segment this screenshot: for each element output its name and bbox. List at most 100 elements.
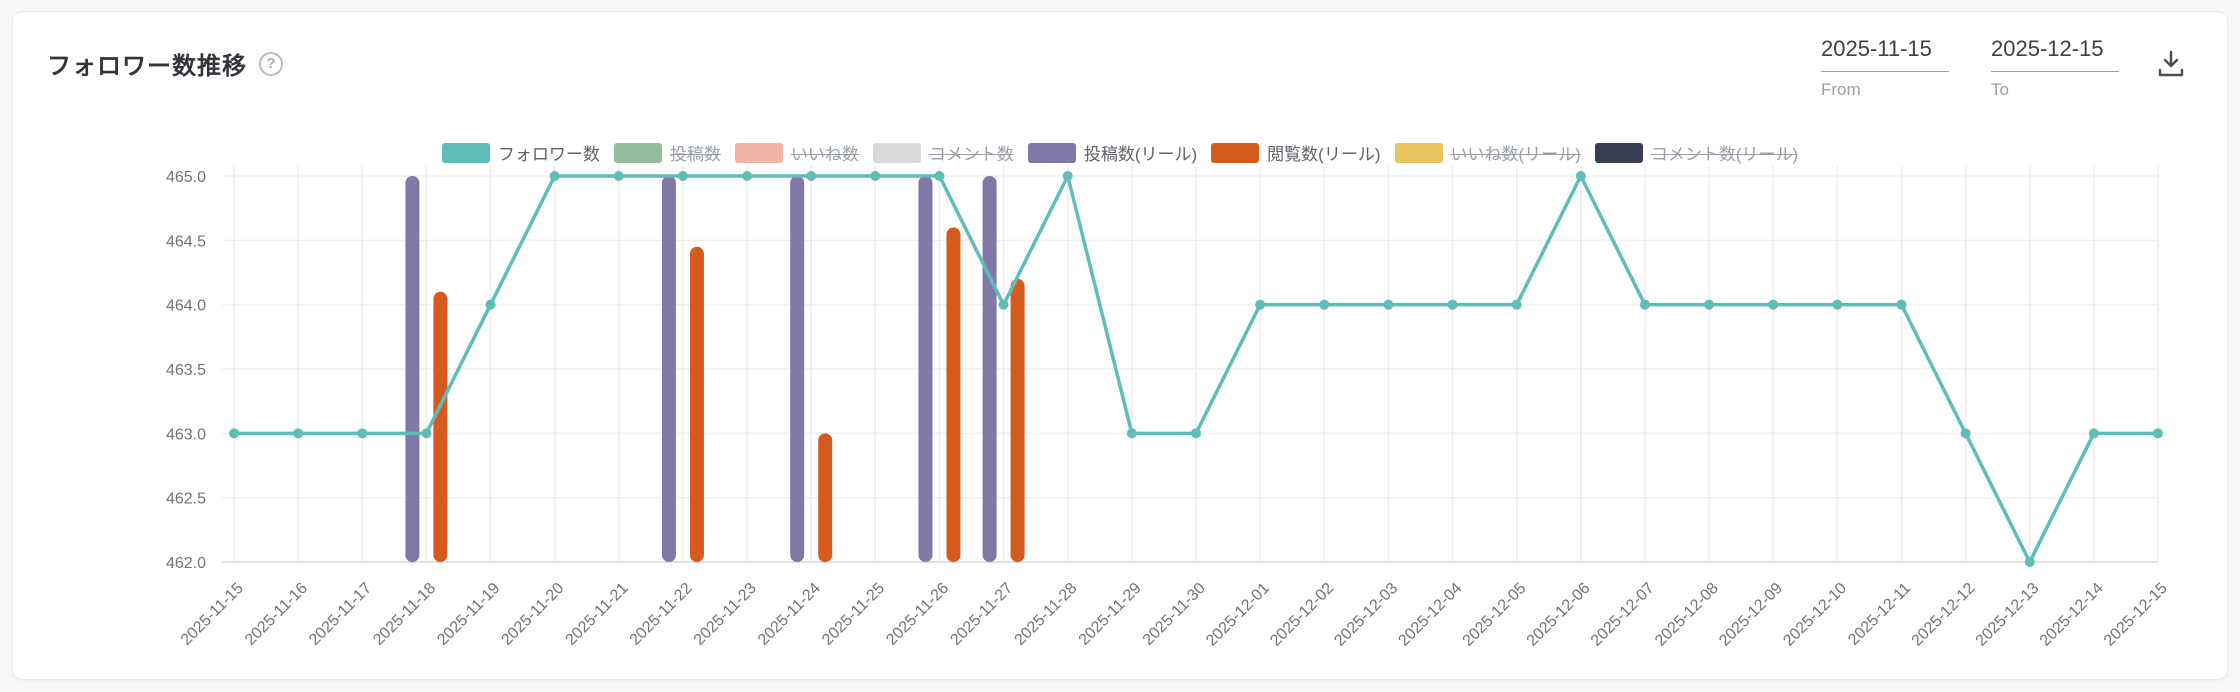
x-tick-label: 2025-12-14: [2037, 580, 2107, 650]
x-tick-label: 2025-12-08: [1652, 580, 1722, 650]
legend: フォロワー数 投稿数 いいね数 コメント数 投稿数(リール) 閲覧数(リール) いいね数(リ…: [13, 140, 2227, 165]
legend-label: 投稿数(リール): [1083, 145, 1198, 164]
line-point[interactable]: [357, 428, 368, 439]
line-point[interactable]: [1704, 299, 1715, 310]
bar-views-reel[interactable]: [946, 227, 961, 562]
x-tick-label: 2025-12-13: [1973, 580, 2043, 650]
x-tick-label: 2025-12-15: [2101, 580, 2171, 650]
line-point[interactable]: [549, 171, 560, 181]
legend-label: コメント数(リール): [1650, 145, 1799, 164]
line-point[interactable]: [2088, 428, 2099, 439]
x-tick-label: 2025-12-09: [1716, 580, 1786, 650]
date-to-field[interactable]: 2025-12-15 To: [1991, 36, 2119, 100]
bar-posts-reel[interactable]: [790, 176, 805, 562]
y-tick-label: 462.5: [166, 491, 206, 508]
x-tick-label: 2025-11-16: [242, 580, 311, 649]
legend-item-1[interactable]: 投稿数: [613, 140, 721, 165]
line-point[interactable]: [1896, 299, 1907, 310]
legend-item-5[interactable]: 閲覧数(リール): [1211, 140, 1381, 165]
line-point[interactable]: [421, 428, 432, 439]
line-point[interactable]: [934, 171, 945, 181]
date-from-field[interactable]: 2025-11-15 From: [1821, 36, 1949, 100]
bar-posts-reel[interactable]: [982, 176, 997, 562]
line-point[interactable]: [806, 171, 817, 181]
bar-views-reel[interactable]: [433, 291, 448, 562]
bar-views-reel[interactable]: [1010, 278, 1025, 562]
date-to-label: To: [1991, 80, 2009, 99]
legend-label: いいね数: [790, 145, 859, 164]
x-tick-label: 2025-11-26: [883, 580, 952, 649]
line-point[interactable]: [1383, 299, 1394, 310]
date-to-value[interactable]: 2025-12-15: [1991, 36, 2119, 72]
chart-canvas[interactable]: 462.0 462.5 463.0 463.5 464.0 464.5 465.0 2025-…: [13, 158, 2229, 680]
x-tick-label: 2025-11-15: [178, 580, 247, 649]
x-tick-label: 2025-12-10: [1780, 580, 1850, 650]
legend-item-4[interactable]: 投稿数(リール): [1027, 140, 1198, 165]
legend-swatch: [872, 142, 921, 163]
x-tick-label: 2025-11-17: [306, 580, 375, 649]
line-point[interactable]: [1447, 299, 1458, 310]
x-tick-label: 2025-11-21: [563, 580, 632, 649]
x-tick-label: 2025-11-18: [370, 580, 439, 649]
legend-swatch: [441, 142, 490, 163]
line-point[interactable]: [1960, 428, 1971, 439]
legend-swatch: [613, 142, 662, 163]
x-tick-label: 2025-12-04: [1395, 580, 1465, 650]
x-tick-label: 2025-12-02: [1267, 580, 1337, 650]
line-point[interactable]: [1255, 299, 1266, 310]
legend-item-0[interactable]: フォロワー数: [441, 140, 600, 165]
line-point[interactable]: [2153, 428, 2163, 439]
legend-item-7[interactable]: コメント数(リール): [1594, 140, 1799, 165]
x-tick-label: 2025-11-19: [434, 580, 503, 649]
legend-item-2[interactable]: いいね数: [734, 140, 859, 165]
x-tick-label: 2025-11-30: [1140, 580, 1209, 649]
line-point[interactable]: [998, 299, 1009, 310]
date-from-label: From: [1821, 80, 1861, 99]
legend-item-3[interactable]: コメント数: [872, 140, 1014, 165]
line-point[interactable]: [1768, 299, 1779, 310]
line-point[interactable]: [677, 171, 688, 181]
date-from-value[interactable]: 2025-11-15: [1821, 36, 1949, 72]
line-point[interactable]: [742, 171, 753, 181]
y-tick-label: 465.0: [166, 169, 206, 186]
legend-swatch: [1211, 142, 1260, 163]
x-tick-label: 2025-12-06: [1524, 580, 1594, 650]
x-tick-label: 2025-12-07: [1588, 580, 1658, 650]
legend-label: コメント数: [928, 145, 1014, 164]
line-point[interactable]: [1832, 299, 1843, 310]
date-range-picker: 2025-11-15 From 2025-12-15 To: [1821, 36, 2119, 100]
line-point[interactable]: [1319, 299, 1330, 310]
line-point[interactable]: [1575, 171, 1586, 181]
line-point[interactable]: [485, 299, 496, 310]
help-icon[interactable]: ?: [259, 51, 283, 76]
legend-swatch: [1594, 142, 1643, 163]
x-tick-label: 2025-11-27: [947, 580, 1016, 649]
bar-views-reel[interactable]: [689, 246, 704, 562]
bar-posts-reel[interactable]: [405, 176, 420, 562]
analytics-card: フォロワー数推移 ? 2025-11-15 From 2025-12-15 To…: [12, 11, 2228, 680]
download-icon[interactable]: [2155, 48, 2187, 85]
line-point[interactable]: [1062, 171, 1073, 181]
x-tick-label: 2025-12-12: [1909, 580, 1979, 650]
legend-label: いいね数(リール): [1450, 145, 1581, 164]
line-point[interactable]: [1191, 428, 1201, 439]
card-header: フォロワー数推移 ?: [47, 46, 283, 81]
bar-posts-reel[interactable]: [661, 176, 676, 562]
x-tick-label: 2025-11-23: [691, 580, 760, 649]
x-tick-label: 2025-11-24: [755, 580, 824, 649]
line-point[interactable]: [1639, 299, 1650, 310]
bar-views-reel[interactable]: [818, 433, 833, 562]
line-point[interactable]: [2024, 557, 2035, 567]
line-point[interactable]: [1126, 428, 1137, 439]
x-tick-label: 2025-11-25: [819, 580, 888, 649]
line-point[interactable]: [613, 171, 624, 181]
bar-posts-reel[interactable]: [918, 176, 933, 562]
legend-label: 閲覧数(リール): [1267, 145, 1381, 164]
page-title: フォロワー数推移: [47, 53, 247, 80]
legend-item-6[interactable]: いいね数(リール): [1394, 140, 1581, 165]
line-point[interactable]: [229, 428, 239, 439]
line-point[interactable]: [293, 428, 304, 439]
line-point[interactable]: [1511, 299, 1522, 310]
x-tick-label: 2025-11-28: [1012, 580, 1081, 649]
line-point[interactable]: [870, 171, 881, 181]
